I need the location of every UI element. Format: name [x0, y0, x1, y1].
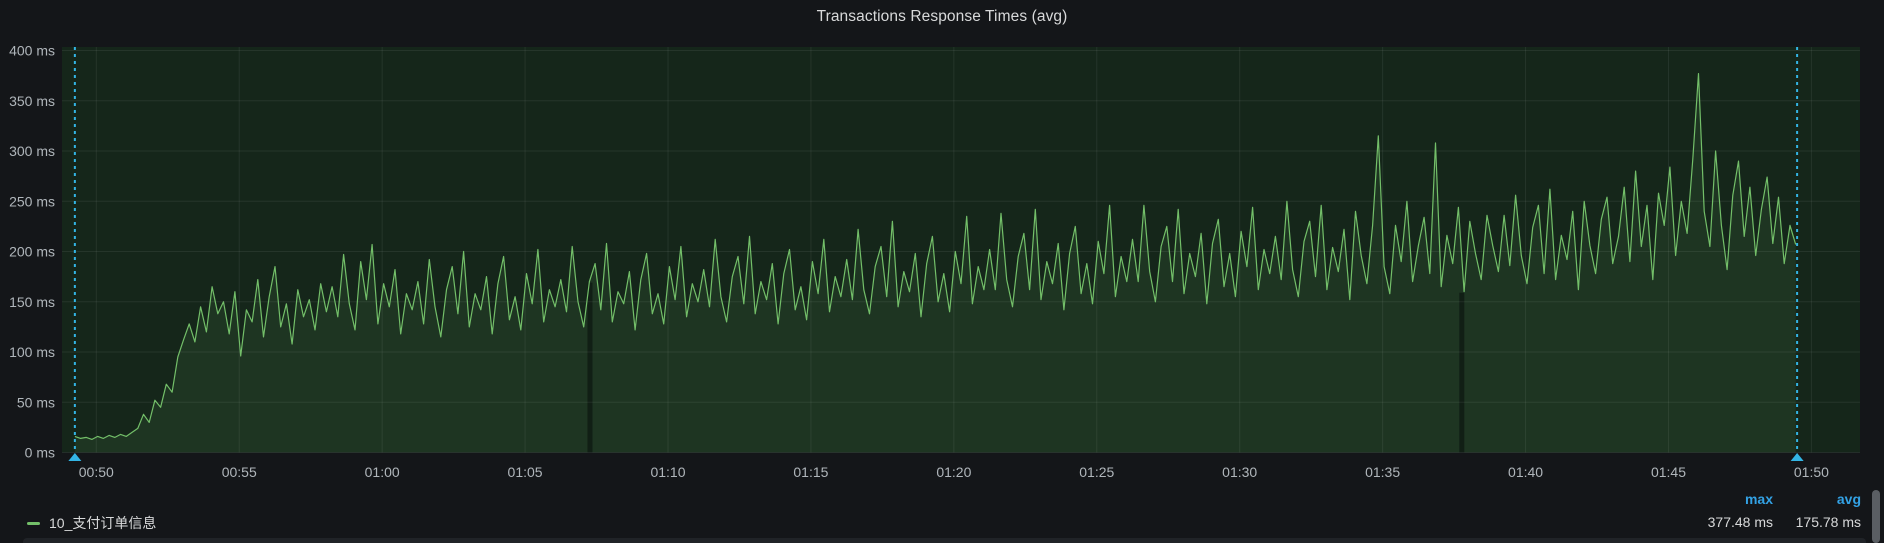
y-axis-tick-label: 50 ms [17, 394, 55, 410]
plot-area[interactable] [62, 47, 1860, 453]
data-gap-stripe [1459, 292, 1465, 453]
y-axis-tick-label: 350 ms [9, 93, 55, 109]
x-axis-tick-label: 01:50 [1794, 464, 1829, 480]
y-axis-tick-label: 250 ms [9, 193, 55, 209]
legend-stat-header-max[interactable]: max [1744, 491, 1773, 507]
y-axis-tick-label: 400 ms [9, 43, 55, 59]
legend-scrollbar[interactable] [1872, 490, 1880, 543]
series-area [74, 73, 1796, 453]
annotation-region-start-marker-icon[interactable] [68, 453, 82, 461]
x-axis-tick-label: 01:35 [1365, 464, 1400, 480]
x-axis-tick-label: 01:45 [1651, 464, 1686, 480]
series-line [74, 73, 1797, 440]
legend-stat-value-max: 377.48 ms [1707, 514, 1773, 530]
y-axis-tick-label: 100 ms [9, 344, 55, 360]
x-axis-tick-label: 01:20 [936, 464, 971, 480]
annotation-region-end-marker-icon[interactable] [1790, 453, 1804, 461]
panel-title[interactable]: Transactions Response Times (avg) [816, 8, 1068, 25]
x-axis-tick-label: 01:10 [650, 464, 685, 480]
legend-series-marker-icon [27, 521, 40, 525]
legend-stat-header-avg[interactable]: avg [1836, 491, 1861, 507]
y-axis-tick-label: 300 ms [9, 143, 55, 159]
y-axis-tick-label: 200 ms [9, 244, 55, 260]
x-axis-tick-label: 00:55 [222, 464, 257, 480]
y-axis-tick-label: 0 ms [25, 445, 55, 461]
x-axis-tick-label: 01:00 [365, 464, 400, 480]
legend-item[interactable]: 10_支付订单信息 [27, 514, 156, 532]
x-axis-tick-label: 01:05 [508, 464, 543, 480]
x-axis-tick-label: 01:30 [1222, 464, 1257, 480]
data-gap-stripe [587, 282, 593, 453]
legend-stat-value-avg: 175.78 ms [1795, 514, 1861, 530]
x-axis-tick-label: 01:15 [793, 464, 828, 480]
y-axis-tick-label: 150 ms [9, 294, 55, 310]
x-axis-tick-label: 01:25 [1079, 464, 1114, 480]
x-axis-tick-label: 01:40 [1508, 464, 1543, 480]
x-axis-tick-label: 00:50 [79, 464, 114, 480]
next-legend-row-edge [23, 538, 1866, 543]
legend-series-label[interactable]: 10_支付订单信息 [49, 515, 157, 531]
